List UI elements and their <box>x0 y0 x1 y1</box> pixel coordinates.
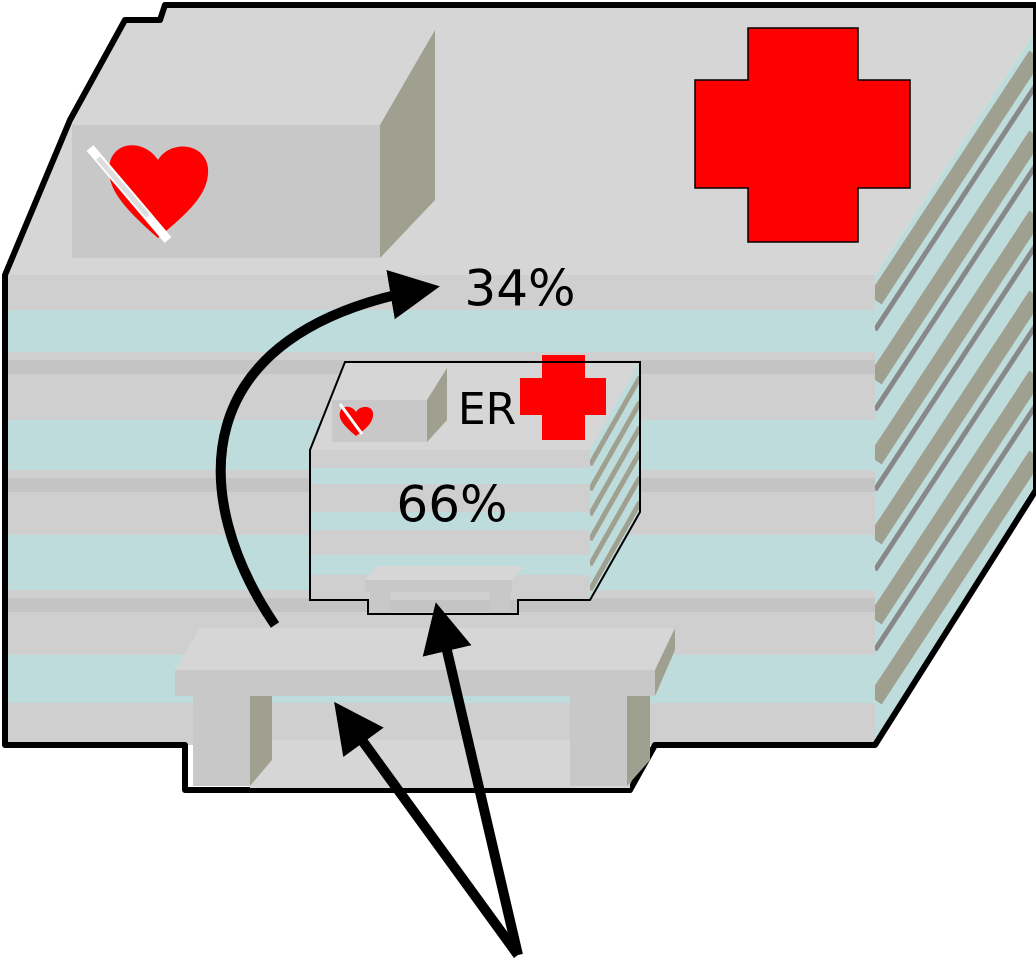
er-label: ER <box>458 384 516 435</box>
er-building: ER 66% <box>310 350 645 614</box>
er-share: 66% <box>396 476 507 534</box>
main-share: 34% <box>464 260 575 318</box>
hospital-diagram: ER 66% 34% <box>0 0 1036 960</box>
